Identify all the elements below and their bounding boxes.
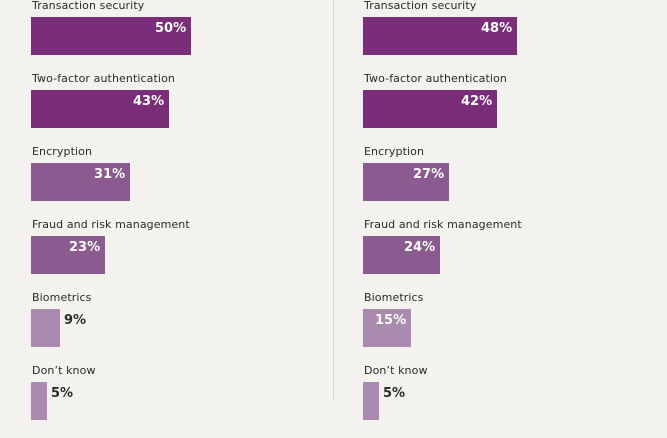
bar-row: Encryption 31% [31, 145, 331, 219]
bar-row: Transaction security 50% [31, 0, 331, 73]
bar-row: Fraud and risk management 23% [31, 218, 331, 292]
value-label: 15% [375, 313, 407, 328]
bar-row: Biometrics 15% [363, 291, 663, 365]
value-label: 5% [51, 386, 74, 401]
chart-left: Transaction security 50% Two-factor authen… [31, 0, 331, 420]
category-label: Transaction security [364, 0, 477, 12]
category-label: Biometrics [364, 291, 424, 304]
value-label: 43% [133, 94, 165, 109]
bar [363, 163, 449, 201]
value-label: 31% [94, 167, 126, 182]
bar-row: Fraud and risk management 24% [363, 218, 663, 292]
bar-row: Two-factor authentication 43% [31, 72, 331, 146]
category-label: Two-factor authentication [364, 72, 507, 85]
bar [363, 309, 411, 347]
value-label: 24% [404, 240, 436, 255]
bar [363, 90, 497, 128]
value-label: 50% [155, 21, 187, 36]
category-label: Don’t know [32, 364, 96, 377]
bar-row: Biometrics 9% [31, 291, 331, 365]
value-label: 5% [383, 386, 406, 401]
value-label: 27% [413, 167, 445, 182]
bar-row: Encryption 27% [363, 145, 663, 219]
bar-row: Transaction security 48% [363, 0, 663, 73]
category-label: Encryption [32, 145, 93, 158]
category-label: Transaction security [32, 0, 145, 12]
category-label: Fraud and risk management [32, 218, 190, 231]
bar-row: Don’t know 5% [363, 364, 663, 438]
bar [363, 17, 517, 55]
panel-divider [333, 0, 334, 400]
value-label: 42% [461, 94, 493, 109]
bar [31, 309, 60, 347]
bar-row: Don’t know 5% [31, 364, 331, 438]
value-label: 48% [481, 21, 513, 36]
chart-right: Transaction security 48% Two-factor authen… [363, 0, 663, 420]
value-label: 23% [69, 240, 101, 255]
category-label: Biometrics [32, 291, 92, 304]
category-label: Two-factor authentication [32, 72, 175, 85]
bar [363, 236, 440, 274]
bar [31, 382, 47, 420]
bar [31, 90, 169, 128]
category-label: Fraud and risk management [364, 218, 522, 231]
value-label: 9% [64, 313, 87, 328]
category-label: Don’t know [364, 364, 428, 377]
bar [31, 17, 191, 55]
bar [31, 236, 105, 274]
bar [363, 382, 379, 420]
bar-row: Two-factor authentication 42% [363, 72, 663, 146]
category-label: Encryption [364, 145, 425, 158]
bar [31, 163, 130, 201]
